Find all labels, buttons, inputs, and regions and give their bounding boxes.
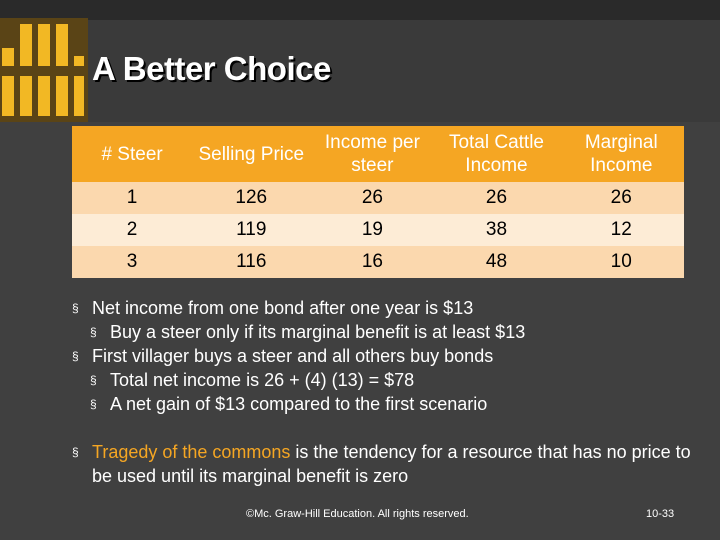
table-cell: 116 (192, 246, 311, 278)
table-cell: 3 (72, 246, 193, 278)
table-cell: 26 (434, 182, 559, 214)
table-cell: 26 (310, 182, 435, 214)
bullet-text: Net income from one bond after one year … (92, 298, 474, 318)
table-cell: 10 (558, 246, 684, 278)
page-number: 10-33 (646, 508, 675, 520)
table-cell: 119 (192, 214, 311, 246)
bullet-text: First villager buys a steer and all othe… (92, 346, 494, 366)
table-cell: 19 (310, 214, 435, 246)
header-steer: # Steer (72, 126, 193, 182)
header-income-per-steer: Income per steer (310, 126, 435, 182)
table-row: 1 126 26 26 26 (72, 182, 684, 214)
list-item: § Buy a steer only if its marginal benef… (72, 320, 692, 344)
table-row: 2 119 19 38 12 (72, 214, 684, 246)
bullet-text: Total net income is 26 + (4) (13) = $78 (110, 370, 415, 390)
bullet-text: Buy a steer only if its marginal benefit… (110, 322, 526, 342)
title-band (88, 20, 720, 122)
bullet-text: A net gain of $13 compared to the first … (110, 394, 488, 414)
publisher-logo (0, 18, 88, 122)
steer-income-table: # Steer Selling Price Income per steer T… (72, 126, 684, 278)
top-bar (0, 0, 720, 20)
slide-title: A Better Choice (92, 50, 331, 87)
table-cell: 126 (192, 182, 311, 214)
list-item: § First villager buys a steer and all ot… (72, 344, 692, 368)
list-item: § Net income from one bond after one yea… (72, 296, 692, 320)
header-selling-price: Selling Price (192, 126, 311, 182)
table-cell: 48 (434, 246, 559, 278)
header-total-cattle-income: Total Cattle Income (434, 126, 559, 182)
table-cell: 1 (72, 182, 193, 214)
table-cell: 2 (72, 214, 193, 246)
logo-bar (2, 48, 14, 116)
bullet-marker-icon: § (90, 373, 97, 387)
table-row: 3 116 16 48 10 (72, 246, 684, 278)
bullet-text: Tragedy of the commons is the tendency f… (92, 440, 692, 488)
table-cell: 12 (558, 214, 684, 246)
bullet-spacer (72, 416, 692, 440)
list-item: § Tragedy of the commons is the tendency… (72, 440, 692, 488)
list-item: § Total net income is 26 + (4) (13) = $7… (72, 368, 692, 392)
copyright-footer: ©Mc. Graw-Hill Education. All rights res… (246, 508, 469, 520)
key-term: Tragedy of the commons (92, 442, 291, 462)
table-cell: 38 (434, 214, 559, 246)
bullet-marker-icon: § (90, 325, 97, 339)
table-cell: 16 (310, 246, 435, 278)
logo-bar (74, 56, 84, 116)
table-header-row: # Steer Selling Price Income per steer T… (72, 126, 684, 182)
bullet-marker-icon: § (72, 445, 79, 459)
bullet-marker-icon: § (90, 397, 97, 411)
list-item: § A net gain of $13 compared to the firs… (72, 392, 692, 416)
logo-gap (0, 66, 88, 76)
table-cell: 26 (558, 182, 684, 214)
bullet-marker-icon: § (72, 349, 79, 363)
bullet-list: § Net income from one bond after one yea… (72, 296, 692, 488)
header-marginal-income: Marginal Income (558, 126, 684, 182)
bullet-marker-icon: § (72, 301, 79, 315)
bullet-text-rest: is the tendency for a resource that has … (92, 442, 691, 486)
